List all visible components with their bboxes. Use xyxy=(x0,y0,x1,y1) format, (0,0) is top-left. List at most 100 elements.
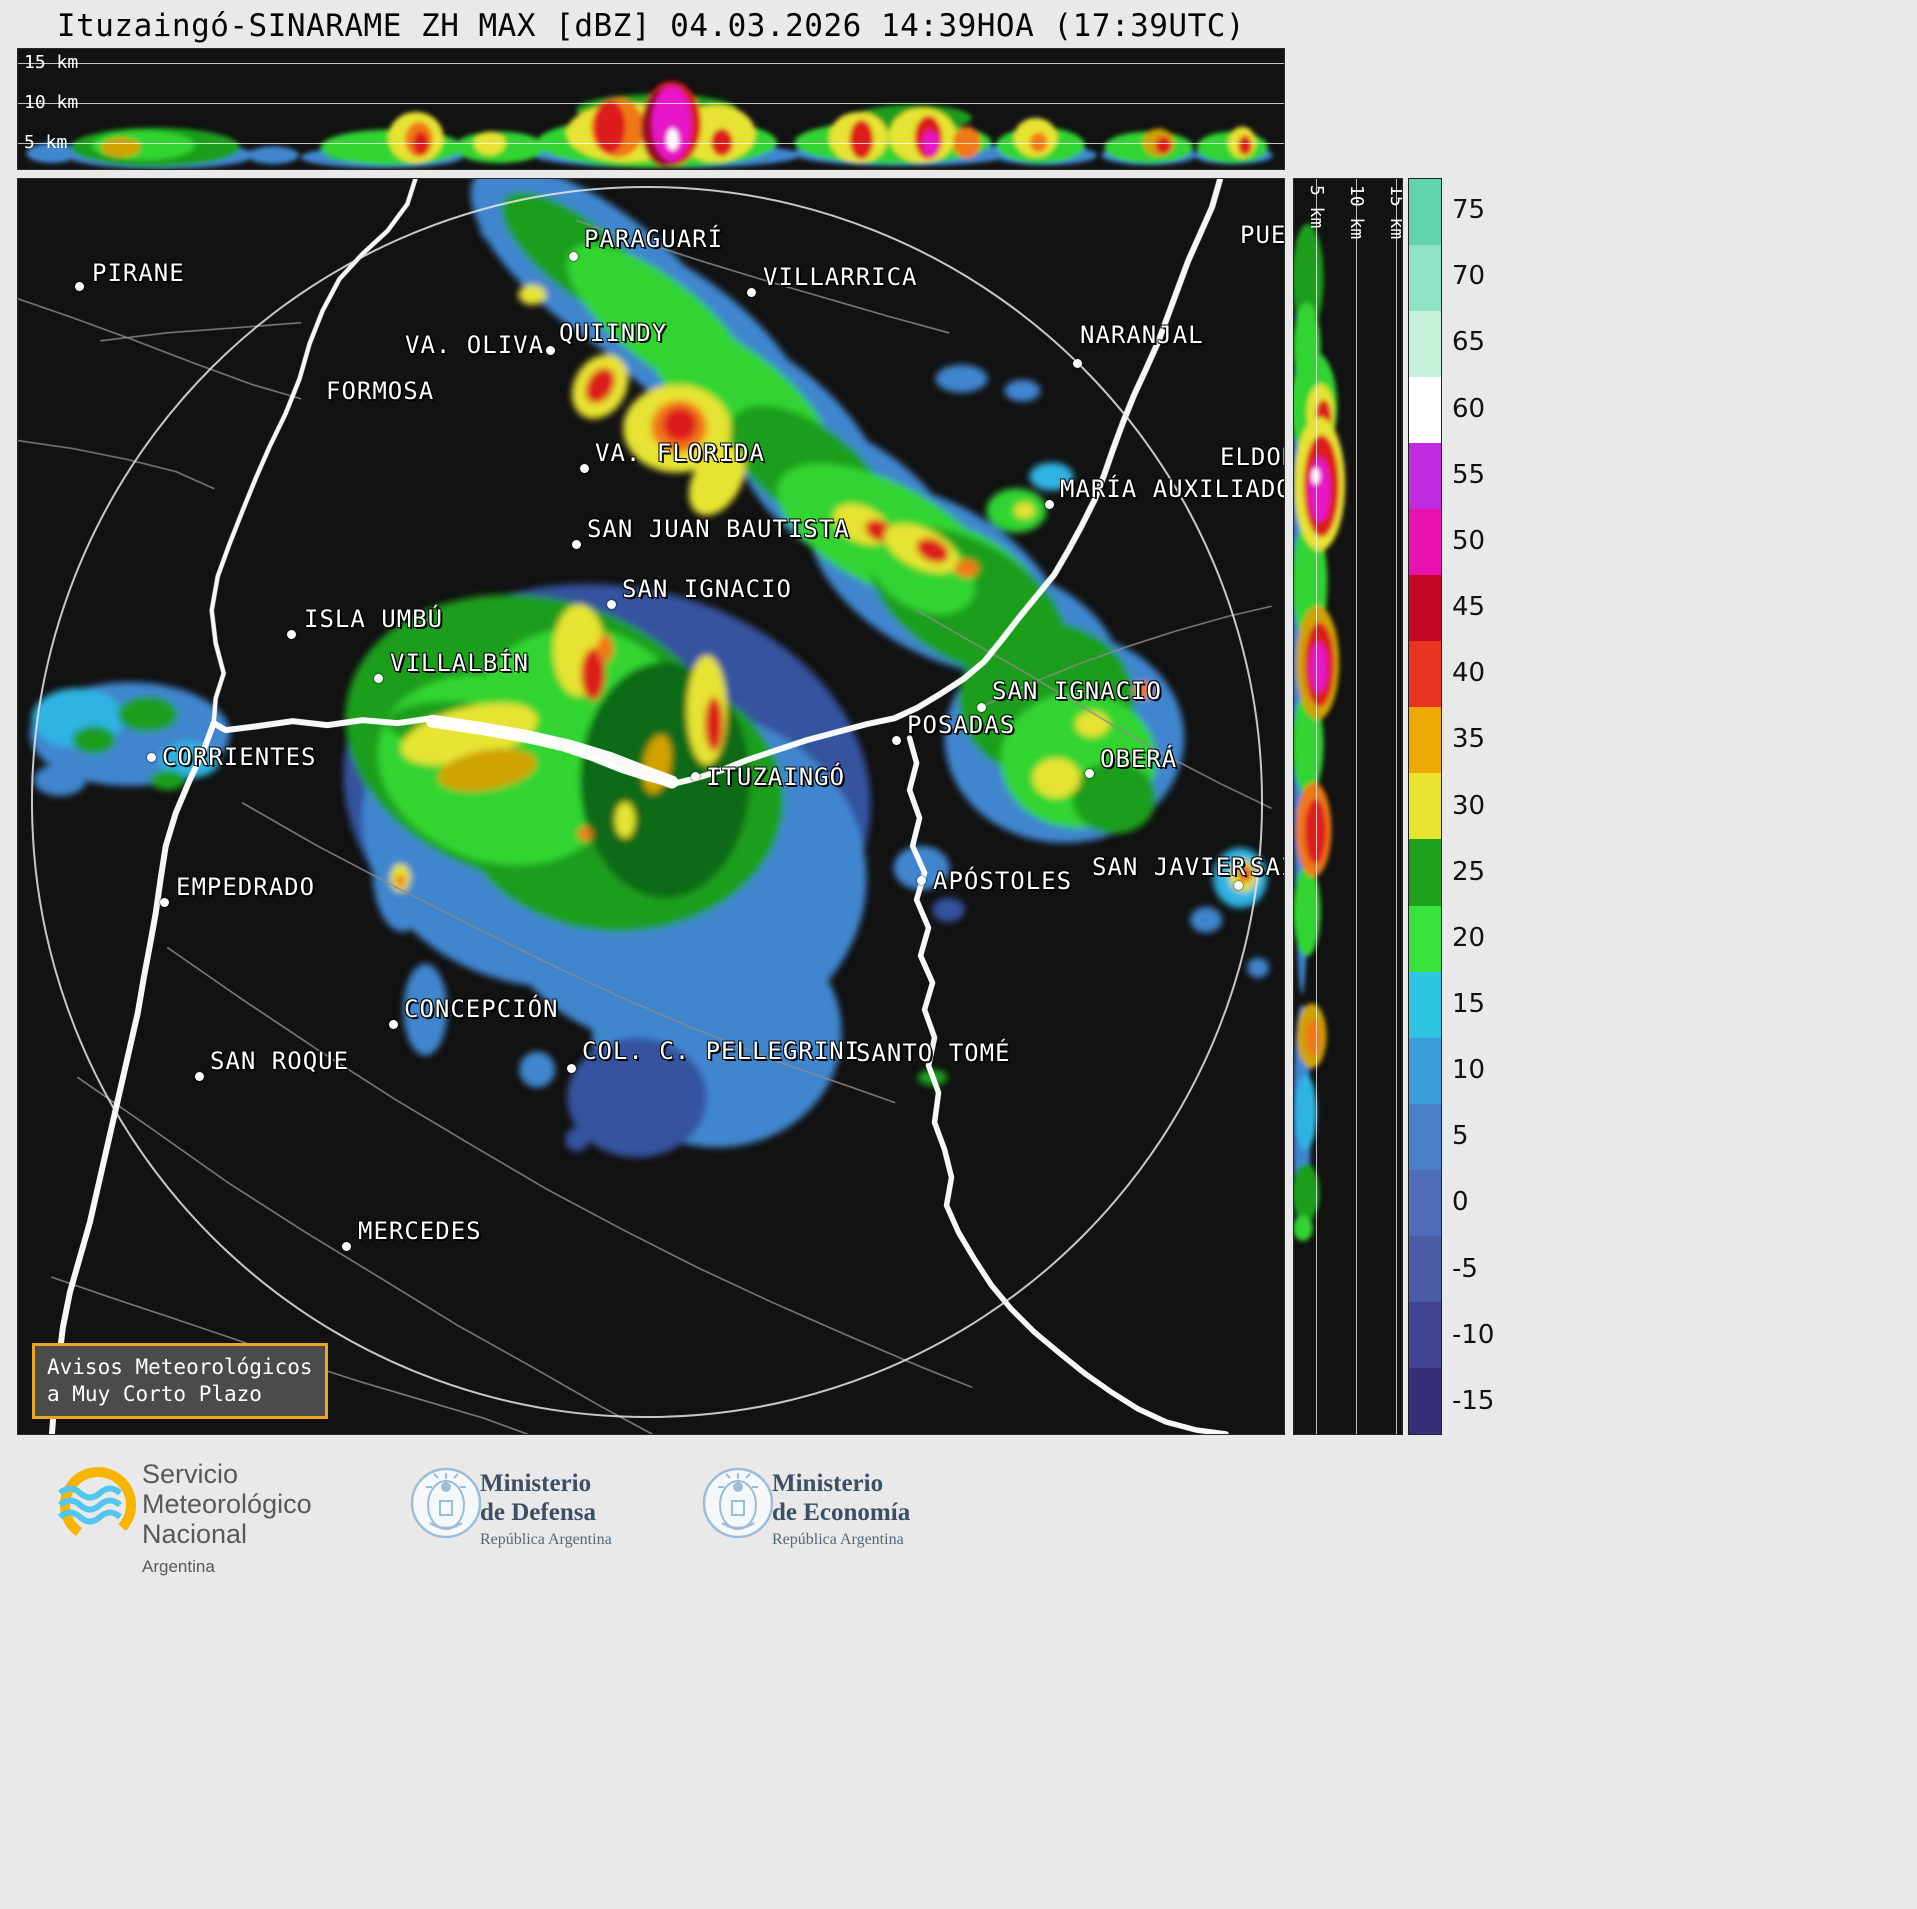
colorbar-tick: 5 xyxy=(1452,1121,1469,1152)
city-label: SAN IGNACIO xyxy=(622,575,792,603)
colorbar-segment xyxy=(1409,641,1441,708)
radar-echoes-top xyxy=(26,81,1273,169)
defensa-line-3: República Argentina xyxy=(480,1531,612,1548)
province-boundaries xyxy=(18,220,1272,1434)
altitude-gridline xyxy=(1356,179,1357,1434)
river xyxy=(425,714,679,789)
radar-echo-cell xyxy=(1072,762,1157,834)
colorbar-segment xyxy=(1409,179,1441,246)
radar-echo-cell xyxy=(519,1051,556,1088)
radar-echo-cell xyxy=(916,538,949,563)
colorbar-tick: 25 xyxy=(1452,856,1486,887)
city-label: QUIINDY xyxy=(559,319,668,347)
colorbar-segment xyxy=(1409,905,1441,972)
city-dot xyxy=(1085,769,1094,778)
city-label: SAN JAVIER xyxy=(1092,853,1247,881)
smn-line-3: Nacional xyxy=(142,1519,248,1549)
boundary-line xyxy=(18,298,302,400)
radar-echo-cell xyxy=(704,697,723,752)
city-dot xyxy=(580,464,589,473)
river xyxy=(906,735,1229,1434)
smn-logo-icon xyxy=(57,1467,136,1543)
radar-echo-cell xyxy=(1014,502,1035,519)
radar-range-ring xyxy=(30,185,1264,1419)
radar-echo-cell xyxy=(954,559,979,578)
colorbar-tick: -15 xyxy=(1452,1385,1495,1416)
colorbar-tick: -10 xyxy=(1452,1319,1495,1350)
dbz-colorbar xyxy=(1408,178,1442,1435)
colorbar-segment xyxy=(1409,311,1441,378)
radar-echo-cell xyxy=(33,764,86,797)
city-dot xyxy=(691,772,700,781)
radar-echo-cell xyxy=(247,146,299,165)
colorbar-tick: 45 xyxy=(1452,592,1486,623)
city-dot xyxy=(287,630,296,639)
city-dot xyxy=(1234,881,1243,890)
city-label: FORMOSA xyxy=(326,377,435,405)
colorbar-tick: 35 xyxy=(1452,724,1486,755)
colorbar-tick: 65 xyxy=(1452,327,1486,358)
city-label: ELDOR xyxy=(1220,443,1284,471)
colorbar-segment xyxy=(1409,1037,1441,1104)
city-dot xyxy=(389,1020,398,1029)
city-label: PARAGUARÍ xyxy=(584,225,724,253)
city-dot xyxy=(747,288,756,297)
city-label: MARÍA AUXILIADOR xyxy=(1060,475,1285,503)
radar-echo-cell xyxy=(1238,135,1252,156)
city-label: SANTO TOMÉ xyxy=(856,1039,1011,1067)
city-label: ISLA UMBÚ xyxy=(304,605,444,633)
radar-echo-cell xyxy=(1004,379,1041,402)
radar-echo-cell xyxy=(1029,462,1074,491)
radar-echo-cell xyxy=(1294,1215,1313,1241)
colorbar-tick: 0 xyxy=(1452,1187,1469,1218)
colorbar-segment xyxy=(1409,1301,1441,1368)
boundary-line xyxy=(18,439,215,490)
colorbar-segment xyxy=(1409,377,1441,444)
radar-echo-cell xyxy=(593,100,626,154)
defensa-wordmark: Ministerio de Defensa República Argentin… xyxy=(480,1469,612,1549)
radar-echoes-right xyxy=(1294,223,1346,1241)
radar-echo-cell xyxy=(1238,865,1253,882)
city-dot xyxy=(607,600,616,609)
colorbar-segment xyxy=(1409,1235,1441,1302)
radar-echo-cell xyxy=(565,1127,590,1152)
dbz-colorbar-ticks: 75 70 65 60 55 50 45 40 35 30 25 20 15 10 5 0 -5 -10 -15 xyxy=(1452,178,1522,1435)
economia-line-1: Ministerio xyxy=(772,1470,884,1497)
rivers xyxy=(48,179,1229,1434)
altitude-gridline xyxy=(18,143,1284,144)
city-label: NARANJAL xyxy=(1080,321,1204,349)
colorbar-tick: 15 xyxy=(1452,988,1486,1019)
radar-echo-cell xyxy=(662,407,697,442)
radar-echo-cell xyxy=(1309,642,1328,694)
colorbar-tick: 70 xyxy=(1452,261,1486,292)
radar-echo-cell xyxy=(1075,711,1110,738)
radar-echo-cell xyxy=(666,128,679,151)
colorbar-tick: 20 xyxy=(1452,922,1486,953)
radar-echo-cell xyxy=(935,364,988,393)
cross-section-top-panel: 15 km 10 km 5 km xyxy=(17,48,1285,170)
colorbar-segment xyxy=(1409,971,1441,1038)
city-dot xyxy=(342,1242,351,1251)
smn-line-4: Argentina xyxy=(142,1557,215,1576)
radar-echo-cell xyxy=(1032,758,1081,799)
city-label: VILLALBÍN xyxy=(390,649,530,677)
city-dot xyxy=(1045,500,1054,509)
altitude-gridline xyxy=(1316,179,1317,1434)
city-label: OBERÁ xyxy=(1100,745,1178,773)
city-label: SAN IGNACIO xyxy=(992,677,1162,705)
radar-echo-cell xyxy=(615,802,636,838)
radar-echo-cell xyxy=(952,126,981,159)
altitude-label: 5 km xyxy=(1306,185,1327,229)
radar-echo-cell xyxy=(711,128,733,157)
radar-echo-cell xyxy=(1294,1163,1320,1223)
radar-echo-cell xyxy=(578,826,593,841)
city-label: MERCEDES xyxy=(358,1217,482,1245)
cross-section-right-plot xyxy=(1294,223,1346,1241)
economia-wordmark: Ministerio de Economía República Argenti… xyxy=(772,1469,910,1549)
colorbar-segment xyxy=(1409,575,1441,642)
city-dot xyxy=(892,736,901,745)
city-label: PUE xyxy=(1240,221,1285,249)
radar-echo-cell xyxy=(518,284,547,305)
city-label: VA. OLIVA xyxy=(405,331,545,359)
radar-echo-cell xyxy=(567,1037,707,1158)
